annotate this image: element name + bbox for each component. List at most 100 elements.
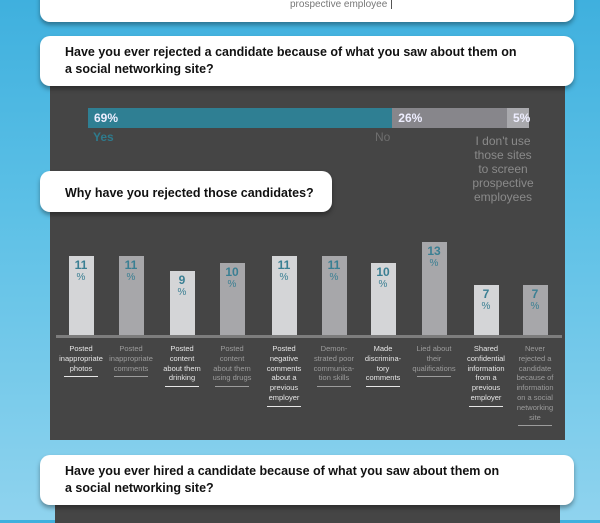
category-label-line: employer [268,392,300,402]
bar-unit-label: % [481,300,491,312]
category-label-6: Demon-strated poor communica-tion skills [303,344,365,388]
bar-unit-label: % [227,279,237,291]
question-card-rejected: Have you ever rejected a candidate becau… [40,36,574,86]
category-label-10: Never rejected a candidate because of inform… [504,344,566,427]
divider-mark [391,0,393,10]
previous-answer-label: prospective employee [290,0,393,10]
bar-value-label: 9 [178,272,186,287]
category-label-line: confidential [467,353,505,363]
category-label-line: comments [365,373,401,383]
bar-6: 11% [321,256,347,335]
bar-10: 7% [522,284,548,335]
category-label-line: content [169,353,195,363]
category-label-line: Posted [220,344,244,353]
bar-value-label: 13 [427,244,441,258]
segment-label-line: employees [473,190,533,204]
bar-value-label: 10 [376,265,390,280]
segment-yes-value: 69% [94,111,119,125]
bar-value-label: 11 [124,258,138,273]
category-label-line: communica- [313,363,355,373]
segment-no-value: 26% [398,111,423,125]
category-underline [317,386,351,388]
stacked-bar-rejected: 69% 26% 5% [88,108,530,128]
category-label-line: inappropriate [109,353,153,363]
segment-label-yes: Yes [93,130,114,144]
segment-label-no: No [375,130,391,144]
category-label-line: employer [470,392,502,402]
category-label-line: comments [266,363,302,373]
category-label-line: candidate [518,363,552,373]
category-label-line: site [529,412,541,422]
category-label-4: Posted content about them using drugs [201,344,263,388]
bar-value-label: 10 [225,265,239,280]
category-label-3: Posted content about them drinking [151,344,213,388]
category-label-line: rejected a [518,353,552,363]
category-label-line: information [467,363,505,373]
category-underline [469,405,503,407]
category-label-line: content [219,353,245,363]
bar-9: 7% [473,284,499,335]
category-label-9: Shared confidential information from a previ… [455,344,517,407]
category-label-line: Posted [170,344,194,353]
bar-unit-label: % [76,272,86,284]
bar-value-label: 11 [74,258,88,273]
category-label-line: Demon- [320,344,348,353]
bar-unit-label: % [177,286,187,298]
question-card-hired: Have you ever hired a candidate because … [40,455,574,505]
category-label-2: Posted inappropriate comments [100,344,162,378]
category-label-line: tion skills [318,373,350,383]
reasons-bar-chart: 11% Posted inappropriate photos 11% Posted ina… [50,215,565,440]
bar-8: 13% [421,242,447,335]
category-label-line: Posted [119,344,143,353]
category-label-line: Posted [69,344,93,353]
bar-unit-label: % [378,279,388,291]
category-label-line: on a social [517,392,553,402]
category-underline [267,405,301,407]
category-label-line: Lied about [416,344,452,353]
category-label-line: about them [163,363,201,373]
category-label-line: comments [113,363,149,373]
category-underline [417,376,451,378]
question-text: Have you ever rejected a candidate becau… [65,44,517,78]
segment-label-line: to screen [478,162,528,176]
hired-panel [55,503,560,523]
segment-no: 26% [392,108,507,128]
category-underline [366,386,400,388]
category-label-line: discrimina- [364,353,402,363]
category-label-line: Made [373,344,393,353]
question-line-1: Have you ever rejected a candidate becau… [65,45,517,59]
bar-value-label: 7 [531,286,539,301]
segment-label-line: I don't use [475,134,531,148]
bar-4: 10% [219,263,245,335]
category-label-line: Shared [473,344,499,353]
previous-question-card: prospective employee [40,0,574,22]
category-label-line: qualifications [412,363,456,373]
category-label-5: Posted negative comments about a previous emp… [253,344,315,407]
bar-unit-label: % [279,272,289,284]
category-label-line: negative [269,353,299,363]
category-underline [114,376,148,378]
category-label-8: Lied about their qualifications [403,344,465,378]
question-line-1: Have you ever hired a candidate because … [65,464,500,478]
segment-label-line: prospective [472,176,534,190]
category-label-line: from a [475,373,497,383]
category-label-7: Made discrimina-tory comments [352,344,414,388]
category-label-line: information [516,383,554,393]
category-label-line: drinking [168,373,196,383]
category-label-line: strated poor [313,353,355,363]
category-underline [64,376,98,378]
category-label-line: Never [524,344,545,353]
bar-5: 11% [271,256,297,335]
category-label-line: tory [376,363,390,373]
category-label-line: Posted [272,344,296,353]
bar-2: 11% [118,256,144,335]
category-label-line: about them [213,363,251,373]
question-text: Why have you rejected those candidates? [65,186,314,200]
chart-baseline [56,335,562,338]
bar-3: 9% [169,270,195,335]
bar-unit-label: % [126,272,136,284]
category-underline [165,386,199,388]
category-label-line: using drugs [212,373,252,383]
question-line-2: a social networking site? [65,481,214,495]
question-line-2: a social networking site? [65,62,214,76]
